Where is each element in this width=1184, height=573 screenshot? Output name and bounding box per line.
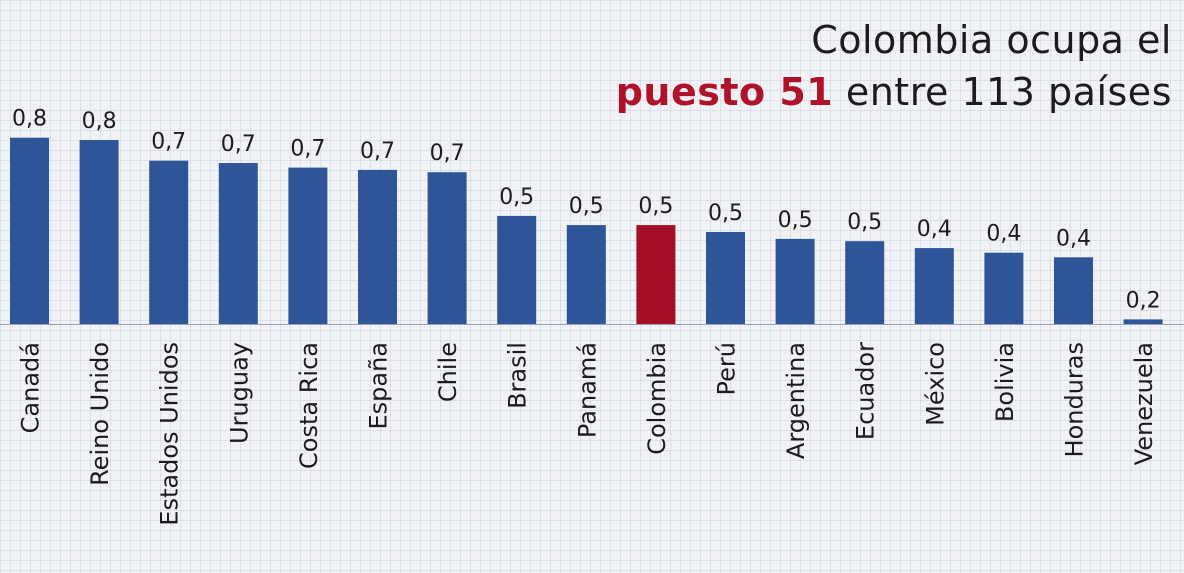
bar-panama	[566, 225, 606, 324]
bar-uruguay	[218, 163, 258, 324]
category-label-colombia: Colombia	[643, 342, 671, 455]
category-label-costa-rica: Costa Rica	[295, 342, 323, 469]
bar-mexico	[914, 248, 954, 324]
bar-costa-rica	[288, 167, 328, 324]
category-labels-group: Canadá Reino Unido Estados Unidos Uruguay Co…	[17, 342, 1159, 526]
category-label-canada: Canadá	[17, 342, 45, 433]
value-label-estados-unidos: 0,7	[151, 130, 186, 155]
value-label-ecuador: 0,5	[847, 210, 882, 235]
bar-estados-unidos	[149, 160, 189, 324]
value-label-colombia: 0,5	[638, 194, 673, 219]
bar-reino-unido	[79, 140, 119, 324]
value-label-panama: 0,5	[569, 194, 604, 219]
bar-canada	[10, 137, 49, 324]
category-label-mexico: México	[921, 342, 949, 426]
value-label-peru: 0,5	[708, 201, 743, 226]
bar-argentina	[775, 238, 815, 324]
bar-chile	[427, 172, 467, 324]
bar-peru	[706, 232, 745, 324]
value-label-bolivia: 0,4	[986, 222, 1021, 247]
bar-colombia	[636, 225, 676, 324]
category-label-venezuela: Venezuela	[1130, 342, 1158, 465]
category-label-peru: Perú	[713, 342, 741, 395]
value-label-argentina: 0,5	[778, 208, 813, 233]
value-label-uruguay: 0,7	[221, 132, 256, 157]
category-label-honduras: Honduras	[1061, 342, 1089, 457]
category-label-ecuador: Ecuador	[852, 342, 880, 440]
chart-title: Colombia ocupa el puesto 51 entre 113 pa…	[616, 14, 1172, 118]
bar-brasil	[497, 215, 537, 324]
category-label-bolivia: Bolivia	[991, 342, 1019, 422]
category-label-espana: España	[365, 342, 393, 430]
title-line-1: Colombia ocupa el	[811, 18, 1172, 62]
bars-group	[10, 137, 1163, 324]
category-label-uruguay: Uruguay	[225, 342, 253, 444]
bar-bolivia	[984, 252, 1024, 324]
value-label-brasil: 0,5	[499, 185, 534, 210]
bar-ecuador	[845, 241, 885, 324]
value-label-costa-rica: 0,7	[290, 137, 325, 162]
value-label-canada: 0,8	[12, 107, 47, 132]
category-label-estados-unidos: Estados Unidos	[156, 342, 184, 526]
bar-espana	[358, 169, 397, 324]
category-label-argentina: Argentina	[782, 342, 810, 459]
bar-honduras	[1054, 257, 1093, 324]
value-label-espana: 0,7	[360, 139, 395, 164]
category-label-chile: Chile	[434, 342, 462, 402]
title-line-2-rest: entre 113 países	[833, 70, 1172, 114]
bar-venezuela	[1123, 319, 1163, 324]
value-label-mexico: 0,4	[917, 217, 952, 242]
value-label-chile: 0,7	[430, 141, 465, 166]
value-label-honduras: 0,4	[1056, 226, 1091, 251]
title-line-2: puesto 51 entre 113 países	[616, 66, 1172, 118]
value-label-venezuela: 0,2	[1126, 288, 1161, 313]
category-label-panama: Panamá	[573, 342, 601, 438]
value-labels-group: 0,8 0,8 0,7 0,7 0,7 0,7 0,7 0,5 0,5 0,5 0,5 0,5 0,5 0…	[12, 107, 1161, 314]
category-label-brasil: Brasil	[504, 342, 532, 409]
title-highlight-rank: puesto 51	[615, 70, 834, 114]
category-label-reino-unido: Reino Unido	[86, 342, 114, 486]
value-label-reino-unido: 0,8	[82, 109, 117, 134]
